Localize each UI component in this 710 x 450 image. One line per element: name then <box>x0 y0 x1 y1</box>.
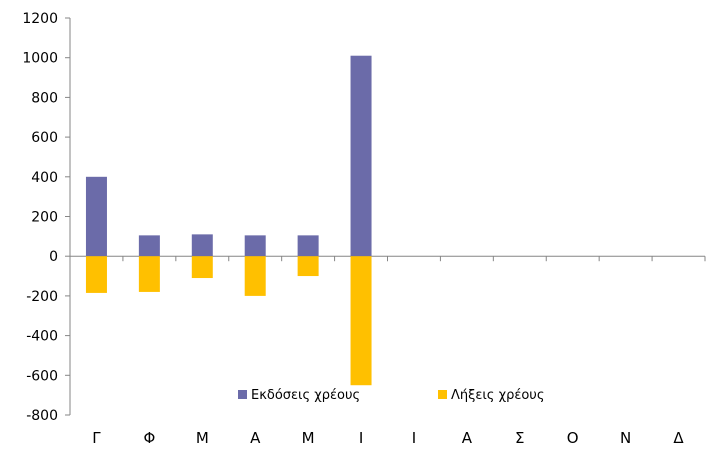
bar-issuance-2 <box>191 234 213 257</box>
legend-label: Εκδόσεις χρέους <box>251 388 360 403</box>
x-tick-label: Σ <box>515 429 524 446</box>
bars-group <box>85 55 372 386</box>
legend-label: Λήξεις χρέους <box>451 388 544 403</box>
x-tick-label: Δ <box>673 429 684 446</box>
x-tick-label: Μ <box>196 429 209 446</box>
y-tick-label: -600 <box>26 368 58 384</box>
bar-issuance-3 <box>244 235 266 257</box>
x-tick-label: Ν <box>620 429 631 446</box>
y-tick-label: 600 <box>31 130 58 146</box>
x-tick-label: Α <box>462 429 473 446</box>
y-tick-label: -200 <box>26 289 58 305</box>
y-tick-label: 0 <box>49 249 58 265</box>
y-tick-label: 800 <box>31 90 58 106</box>
y-tick-label: -800 <box>26 408 58 424</box>
y-tick-label: 400 <box>31 170 58 186</box>
bar-maturity-2 <box>191 256 213 279</box>
legend: Εκδόσεις χρέους Λήξεις χρέους <box>238 388 544 403</box>
legend-swatch <box>438 390 447 399</box>
y-tick-label: 200 <box>31 210 58 226</box>
bar-issuance-1 <box>138 235 160 257</box>
y-tick-label: 1000 <box>22 51 58 67</box>
bar-issuance-0 <box>85 176 107 257</box>
bar-maturity-1 <box>138 256 160 292</box>
x-tick-label: Ι <box>412 429 416 446</box>
x-tick-label: Ο <box>567 429 579 446</box>
bar-maturity-5 <box>350 256 372 386</box>
bar-maturity-0 <box>85 256 107 293</box>
x-tick-label: Μ <box>302 429 315 446</box>
y-axis-ticks: -800 -600 -400 -200 0 200 400 600 800 1000 1200 <box>22 11 70 424</box>
bar-maturity-4 <box>297 256 319 277</box>
y-tick-label: 1200 <box>22 11 58 27</box>
y-tick-label: -400 <box>26 329 58 345</box>
x-tick-label: Α <box>250 429 261 446</box>
x-tick-label: Ι <box>359 429 363 446</box>
x-tick-label: Γ <box>92 429 101 446</box>
bar-maturity-3 <box>244 256 266 296</box>
bar-issuance-5 <box>350 55 372 257</box>
x-tick-label: Φ <box>143 429 155 446</box>
bar-issuance-4 <box>297 235 319 257</box>
legend-swatch <box>238 390 247 399</box>
